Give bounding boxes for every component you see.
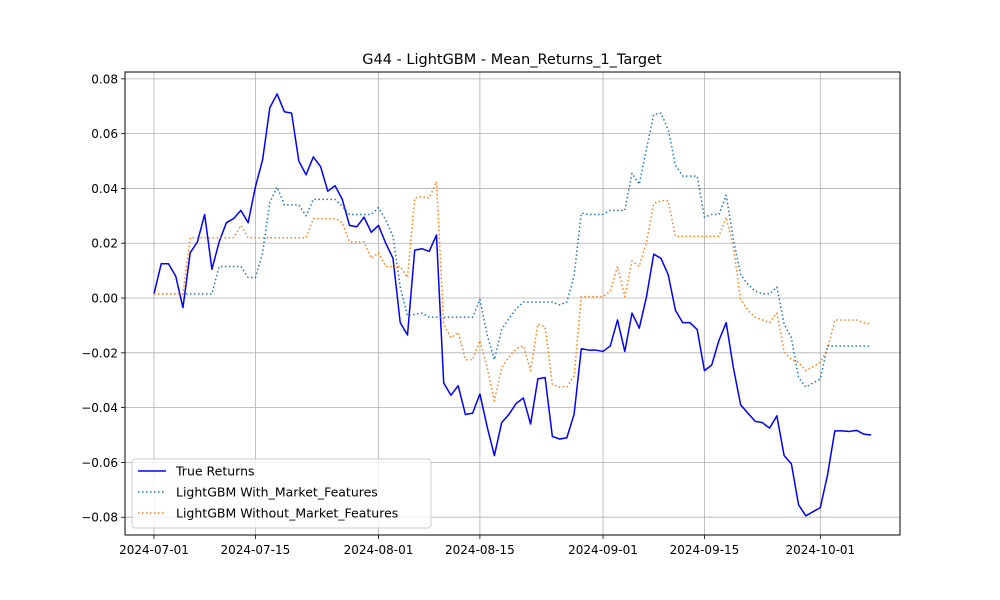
x-tick-label: 2024-09-15: [670, 543, 740, 557]
x-tick-label: 2024-07-01: [119, 543, 189, 557]
series-line-2: [153, 180, 872, 402]
chart-title: G44 - LightGBM - Mean_Returns_1_Target: [362, 52, 662, 68]
y-tick-label: −0.04: [81, 401, 118, 415]
legend-label-2: LightGBM Without_Market_Features: [176, 506, 398, 521]
y-tick-label: 0.04: [91, 182, 118, 196]
y-tick-label: −0.08: [81, 511, 118, 525]
y-tick-label: 0.06: [91, 127, 118, 141]
x-tick-label: 2024-09-01: [568, 543, 638, 557]
series-line-0: [153, 93, 872, 517]
x-tick-label: 2024-08-01: [344, 543, 414, 557]
y-tick-label: 0.00: [91, 292, 118, 306]
y-tick-label: −0.02: [81, 346, 118, 360]
y-tick-label: 0.08: [91, 72, 118, 86]
y-tick-label: 0.02: [91, 237, 118, 251]
y-tick-label: −0.06: [81, 456, 118, 470]
x-tick-label: 2024-10-01: [785, 543, 855, 557]
series-lines: [153, 93, 872, 517]
x-tick-label: 2024-08-15: [445, 543, 515, 557]
legend: True Returns LightGBM With_Market_Feature…: [131, 458, 432, 529]
series-line-1: [153, 112, 872, 388]
legend-label-0: True Returns: [175, 464, 255, 479]
legend-box: [131, 458, 432, 529]
plot-area-frame: [124, 71, 901, 536]
legend-label-1: LightGBM With_Market_Features: [176, 485, 378, 500]
x-tick-label: 2024-07-15: [220, 543, 290, 557]
grid: [125, 72, 900, 535]
axis-ticks: 2024-07-01 2024-07-15 2024-08-01 2024-08-15…: [81, 72, 855, 557]
